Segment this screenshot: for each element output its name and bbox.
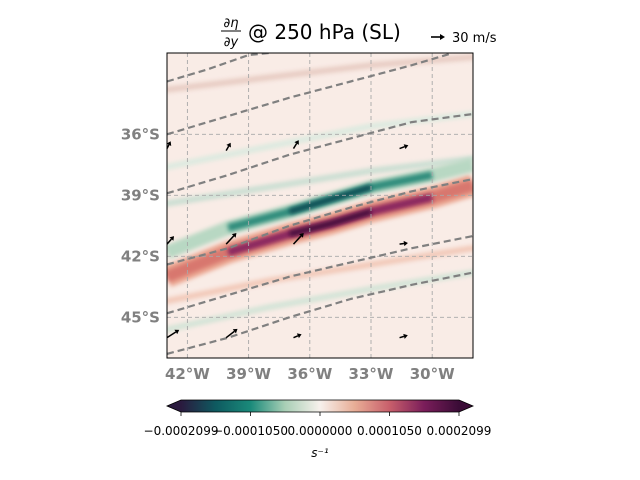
wind-vector bbox=[225, 328, 238, 339]
wind-vector bbox=[166, 329, 180, 339]
y-tick-label: 42°S bbox=[121, 247, 160, 265]
colorbar-extend-max bbox=[459, 400, 473, 412]
colorbar-tick-label: 0.0000000 bbox=[288, 424, 353, 438]
quiver-key-arrowhead bbox=[440, 34, 445, 40]
colorbar-gradient bbox=[181, 400, 459, 412]
contour-line bbox=[167, 112, 473, 195]
y-tick-label: 45°S bbox=[121, 308, 160, 326]
y-tick-label: 39°S bbox=[121, 186, 160, 204]
contour-line bbox=[167, 271, 473, 355]
title-text: @ 250 hPa (SL) bbox=[248, 20, 401, 44]
contour-line bbox=[167, 234, 473, 315]
x-tick-label: 42°W bbox=[165, 365, 210, 383]
x-tick-label: 30°W bbox=[410, 365, 455, 383]
colorbar-tick-label: 0.0002099 bbox=[427, 424, 492, 438]
wind-vector bbox=[225, 142, 231, 151]
plot-frame bbox=[166, 52, 474, 359]
colorbar-ticks: −0.0002099−0.0001050 0.0000000 0.0001050 0.… bbox=[144, 412, 492, 438]
positive-band-peak bbox=[288, 208, 372, 237]
x-tick-label: 33°W bbox=[349, 365, 394, 383]
contour-line bbox=[167, 178, 473, 266]
contour-lines bbox=[167, 53, 473, 355]
wind-vectors bbox=[166, 140, 409, 339]
wind-vector bbox=[292, 233, 304, 245]
y-axis-ticks: 36°S 39°S 42°S 45°S bbox=[121, 125, 160, 326]
wind-vector bbox=[292, 140, 299, 149]
colorbar-label: s⁻¹ bbox=[311, 446, 329, 460]
wind-vector bbox=[399, 144, 409, 150]
chart-title: ∂η ∂y @ 250 hPa (SL) bbox=[221, 16, 401, 50]
negative-band-peak bbox=[288, 184, 372, 215]
contour-line bbox=[167, 53, 453, 136]
wind-vector bbox=[399, 240, 408, 247]
grid-lines bbox=[167, 53, 473, 358]
x-tick-label: 36°W bbox=[287, 365, 332, 383]
colorbar-tick-label: −0.0002099 bbox=[144, 424, 219, 438]
quiver-key-label: 30 m/s bbox=[452, 31, 497, 46]
colorbar-tick-label: 0.0001050 bbox=[357, 424, 422, 438]
wind-vector bbox=[166, 236, 175, 245]
wind-vector bbox=[293, 333, 302, 339]
colorbar: −0.0002099−0.0001050 0.0000000 0.0001050 0.… bbox=[144, 399, 492, 460]
x-tick-label: 39°W bbox=[226, 365, 271, 383]
field-stripe bbox=[167, 269, 473, 333]
colorbar-extend-min bbox=[167, 400, 181, 412]
title-math-denominator: ∂y bbox=[224, 35, 239, 50]
wind-vector bbox=[399, 333, 408, 339]
y-tick-label: 36°S bbox=[121, 125, 160, 143]
colorbar-tick-label: −0.0001050 bbox=[213, 424, 288, 438]
x-axis-ticks: 42°W 39°W 36°W 33°W 30°W bbox=[165, 365, 455, 383]
quiver-key: 30 m/s bbox=[431, 31, 497, 46]
wind-vector bbox=[225, 233, 237, 245]
title-math-numerator: ∂η bbox=[224, 16, 239, 31]
